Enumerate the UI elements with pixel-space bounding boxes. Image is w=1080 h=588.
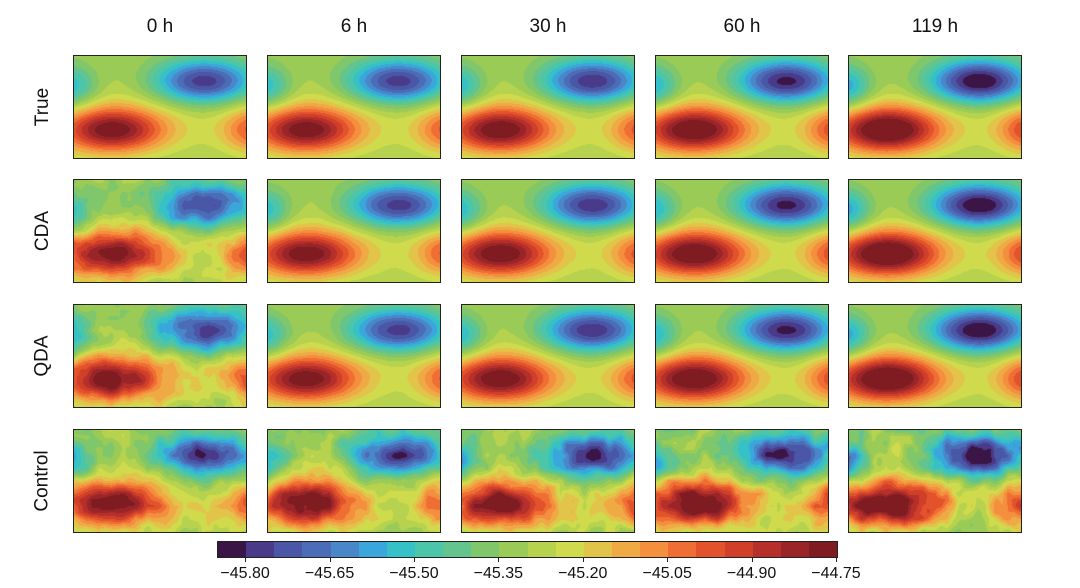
contour-field [462,56,634,158]
colorbar-tick-label: −45.50 [389,565,439,582]
contour-field [74,56,246,158]
contour-panel-control-3 [655,429,829,533]
colorbar-band [330,542,359,557]
colorbar-tick [836,557,837,562]
contour-panel-control-4 [848,429,1022,533]
column-title: 30 h [529,16,567,37]
colorbar-band [443,542,472,557]
row-label: Control [28,429,58,533]
colorbar-tick-label: −45.35 [473,565,524,582]
contour-panel-control-2 [461,429,635,533]
colorbar-band [583,542,612,557]
contour-field [849,56,1021,158]
contour-panel-qda-0 [73,304,247,408]
contour-panel-qda-3 [655,304,829,408]
contour-panel-control-1 [267,429,441,533]
row-label: True [28,55,58,159]
colorbar-band [780,542,809,557]
contour-panel-cda-4 [848,179,1022,283]
colorbar-band [358,542,387,557]
contour-panel-cda-2 [461,179,635,283]
contour-field [656,430,828,532]
contour-field [656,305,828,407]
contour-field [849,180,1021,282]
contour-panel-cda-0 [73,179,247,283]
colorbar-tick [498,557,500,562]
contour-field [656,56,828,158]
row-label-text: Control [32,450,53,512]
row-label-text: QDA [32,335,53,377]
colorbar-tick [413,557,415,562]
colorbar-band [302,542,331,557]
colorbar-tick [329,557,331,562]
colorbar-tick [245,557,247,562]
row-label-text: CDA [32,210,53,252]
contour-field [74,305,246,407]
contour-field [462,430,634,532]
colorbar-band [471,542,500,557]
column-title: 0 h [146,16,174,37]
colorbar-tick-label: −45.05 [642,565,692,582]
column-title: 6 h [340,16,368,37]
colorbar-tick-label: −44.90 [726,565,777,582]
colorbar-tick [582,557,584,562]
contour-field [656,180,828,282]
contour-panel-qda-1 [267,304,441,408]
contour-panel-cda-1 [267,179,441,283]
contour-field [268,56,440,158]
contour-panel-true-1 [267,55,441,159]
contour-field [268,305,440,407]
row-label-text: True [32,87,53,127]
contour-panel-control-0 [73,429,247,533]
row-label: QDA [28,304,58,408]
contour-field [268,430,440,532]
contour-field [74,430,246,532]
colorbar-band [218,542,247,557]
colorbar-tick-label: −45.20 [558,565,608,582]
colorbar-band [499,542,528,557]
column-title: 119 h [911,16,959,37]
contour-field [74,180,246,282]
colorbar-tick [751,557,753,562]
colorbar-band [386,542,415,557]
contour-panel-true-3 [655,55,829,159]
colorbar-band [527,542,556,557]
contour-field [462,180,634,282]
colorbar-band [668,542,697,557]
colorbar-band [246,542,275,557]
colorbar-tick-label: −45.80 [220,565,270,582]
row-label: CDA [28,179,58,283]
contour-panel-qda-2 [461,304,635,408]
colorbar-tick-label: −45.65 [304,565,355,582]
column-title: 60 h [723,16,761,37]
colorbar-band [696,542,725,557]
colorbar-band [752,542,781,557]
contour-field [849,305,1021,407]
colorbar-band [555,542,584,557]
contour-panel-cda-3 [655,179,829,283]
contour-field [268,180,440,282]
colorbar-tick-label: −44.75 [811,565,861,582]
contour-panel-true-0 [73,55,247,159]
colorbar-band [414,542,444,557]
colorbar-tick [667,557,669,562]
contour-field [462,305,634,407]
colorbar-band [808,542,838,557]
colorbar-band [640,542,669,557]
contour-panel-true-2 [461,55,635,159]
contour-panel-qda-4 [848,304,1022,408]
colorbar-band [274,542,303,557]
colorbar-band [611,542,641,557]
contour-field [849,430,1021,532]
contour-panel-true-4 [848,55,1022,159]
colorbar [217,541,838,558]
colorbar-band [724,542,753,557]
